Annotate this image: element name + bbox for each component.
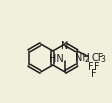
Text: F: F — [94, 62, 99, 72]
Text: HN: HN — [49, 54, 64, 64]
Text: 2: 2 — [84, 55, 89, 64]
Text: F: F — [91, 69, 96, 79]
Text: F: F — [88, 62, 93, 72]
Text: N: N — [61, 40, 69, 50]
Text: CF: CF — [92, 53, 104, 63]
Text: NH: NH — [75, 53, 90, 63]
Text: 3: 3 — [101, 55, 106, 64]
